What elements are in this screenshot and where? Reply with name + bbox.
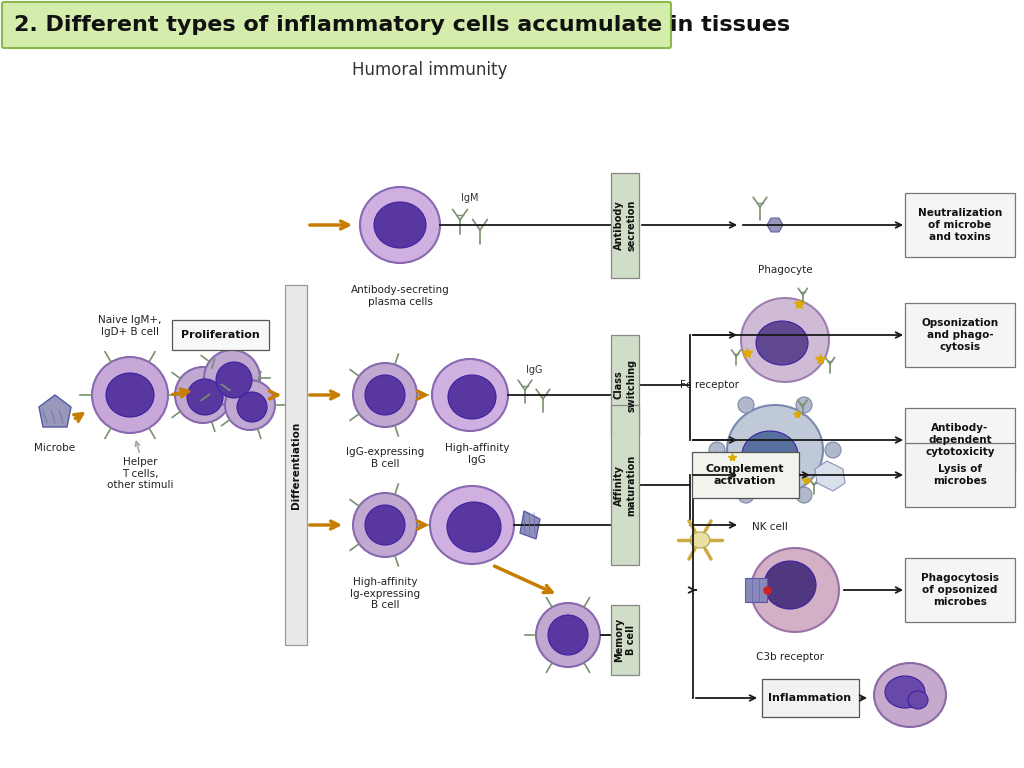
FancyBboxPatch shape — [905, 193, 1015, 257]
Text: C3b receptor: C3b receptor — [756, 652, 824, 662]
Ellipse shape — [548, 615, 588, 655]
FancyBboxPatch shape — [691, 452, 799, 498]
Ellipse shape — [738, 487, 754, 503]
Ellipse shape — [216, 362, 252, 398]
FancyBboxPatch shape — [905, 303, 1015, 367]
Polygon shape — [520, 511, 540, 539]
Ellipse shape — [874, 663, 946, 727]
Ellipse shape — [447, 502, 501, 552]
Text: NK cell: NK cell — [752, 522, 787, 532]
Ellipse shape — [738, 397, 754, 413]
Ellipse shape — [374, 202, 426, 248]
Ellipse shape — [353, 493, 417, 557]
Ellipse shape — [360, 187, 440, 263]
Ellipse shape — [365, 505, 406, 545]
Ellipse shape — [237, 392, 267, 422]
Text: High-affinity
IgG: High-affinity IgG — [444, 443, 509, 465]
Ellipse shape — [885, 676, 925, 708]
Text: Microbe: Microbe — [35, 443, 76, 453]
Ellipse shape — [751, 548, 839, 632]
Ellipse shape — [175, 367, 231, 423]
Ellipse shape — [741, 298, 829, 382]
Text: Phagocytosis
of opsonized
microbes: Phagocytosis of opsonized microbes — [921, 573, 999, 607]
Text: High-affinity
Ig-expressing
B cell: High-affinity Ig-expressing B cell — [350, 577, 420, 611]
Bar — [611, 405, 639, 565]
Ellipse shape — [365, 375, 406, 415]
FancyBboxPatch shape — [905, 558, 1015, 622]
Text: IgG-expressing
B cell: IgG-expressing B cell — [346, 447, 424, 468]
Bar — [611, 335, 639, 435]
Ellipse shape — [353, 363, 417, 427]
Text: Affinity
maturation: Affinity maturation — [613, 455, 636, 515]
Text: Memory
B cell: Memory B cell — [613, 618, 636, 662]
Text: Inflammation: Inflammation — [768, 693, 852, 703]
Polygon shape — [39, 395, 71, 427]
Text: Opsonization
and phago-
cytosis: Opsonization and phago- cytosis — [922, 318, 998, 353]
Text: 2. Different types of inflammatory cells accumulate in tissues: 2. Different types of inflammatory cells… — [14, 15, 791, 35]
Ellipse shape — [430, 486, 514, 564]
Text: Antibody-secreting
plasma cells: Antibody-secreting plasma cells — [350, 285, 450, 306]
Text: Humoral immunity: Humoral immunity — [352, 61, 508, 79]
Ellipse shape — [536, 603, 600, 667]
Ellipse shape — [756, 321, 808, 365]
Text: Class
switching: Class switching — [613, 359, 636, 412]
Text: Antibody-
dependent
cytotoxicity: Antibody- dependent cytotoxicity — [926, 422, 994, 458]
Text: Lysis of
microbes: Lysis of microbes — [933, 464, 987, 486]
Ellipse shape — [742, 431, 798, 479]
Ellipse shape — [727, 405, 823, 495]
Text: Proliferation: Proliferation — [180, 330, 259, 340]
Ellipse shape — [204, 350, 260, 406]
FancyBboxPatch shape — [2, 2, 671, 48]
Text: Antibody
secretion: Antibody secretion — [613, 200, 636, 250]
FancyBboxPatch shape — [762, 679, 858, 717]
Bar — [611, 605, 639, 675]
Text: Phagocyte: Phagocyte — [758, 265, 812, 275]
Ellipse shape — [690, 532, 710, 548]
Text: Complement
activation: Complement activation — [706, 464, 784, 486]
Ellipse shape — [796, 397, 812, 413]
FancyBboxPatch shape — [905, 408, 1015, 472]
Ellipse shape — [187, 379, 223, 415]
Bar — [611, 173, 639, 277]
Ellipse shape — [106, 373, 154, 417]
Text: Fc receptor: Fc receptor — [681, 380, 739, 390]
Text: Naive IgM+,
IgD+ B cell: Naive IgM+, IgD+ B cell — [98, 316, 162, 337]
Polygon shape — [745, 578, 767, 602]
Ellipse shape — [709, 442, 725, 458]
Text: Neutralization
of microbe
and toxins: Neutralization of microbe and toxins — [918, 207, 1002, 243]
Bar — [285, 285, 307, 645]
Polygon shape — [815, 461, 845, 491]
FancyBboxPatch shape — [905, 443, 1015, 507]
Text: IgM: IgM — [461, 193, 479, 203]
Text: Helper
T cells,
other stimuli: Helper T cells, other stimuli — [106, 457, 173, 490]
Ellipse shape — [92, 357, 168, 433]
Text: Differentiation: Differentiation — [291, 422, 301, 508]
Ellipse shape — [764, 561, 816, 609]
Text: IgG: IgG — [525, 365, 543, 375]
Ellipse shape — [825, 442, 841, 458]
Ellipse shape — [796, 487, 812, 503]
Polygon shape — [767, 218, 783, 232]
Ellipse shape — [225, 380, 275, 430]
Ellipse shape — [432, 359, 508, 431]
Ellipse shape — [908, 691, 928, 709]
Ellipse shape — [449, 375, 496, 419]
FancyBboxPatch shape — [171, 320, 268, 350]
